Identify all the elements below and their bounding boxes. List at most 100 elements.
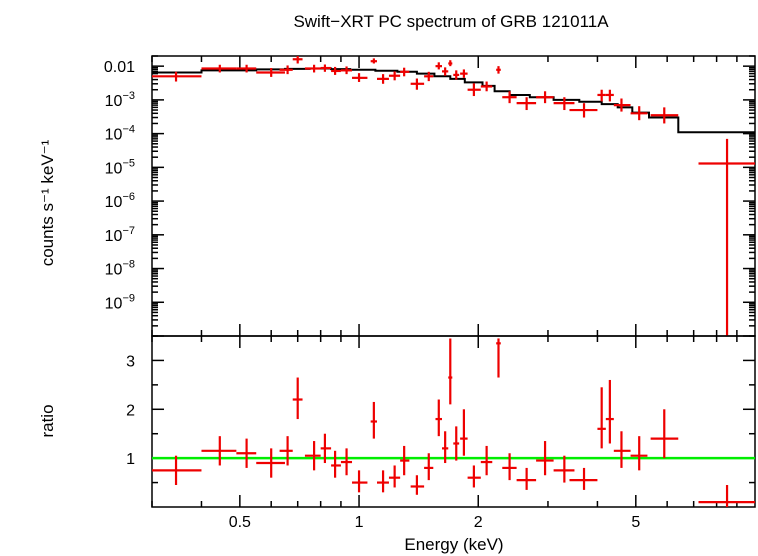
ratio-data-point: [496, 338, 501, 378]
spectrum-data-point: [236, 64, 257, 73]
y-tick-label: 10−8: [105, 259, 135, 279]
x-tick-label: 5: [631, 514, 640, 531]
y-tick-label: 10−7: [105, 225, 135, 245]
y-axis-label-spectrum: counts s⁻¹ keV⁻¹: [38, 139, 57, 266]
spectrum-data-point: [536, 91, 554, 104]
spectrum-data-point: [605, 89, 614, 102]
ratio-y-tick-label: 1: [126, 451, 135, 468]
ratio-data-point: [410, 475, 425, 495]
y-tick-label: 10−4: [105, 124, 135, 144]
ratio-data-point: [698, 485, 755, 507]
ratio-data-point: [331, 450, 341, 478]
y-tick-exponent: −7: [122, 225, 135, 237]
x-tick-label: 1: [355, 514, 364, 531]
spectrum-data-point: [256, 68, 285, 77]
ratio-data-point: [304, 441, 321, 471]
y-tick-base: 10: [105, 295, 123, 312]
ratio-data-point: [424, 453, 434, 481]
spectrum-data-point: [376, 74, 389, 84]
spectrum-data-point: [331, 66, 341, 75]
spectrum-data-point: [292, 56, 303, 64]
y-tick-exponent: −3: [122, 90, 135, 102]
spectrum-data-point: [597, 89, 606, 102]
ratio-data-point: [236, 438, 257, 468]
spectrum-data-point: [613, 98, 631, 112]
y-axis-label-ratio: ratio: [38, 404, 57, 437]
ratio-data-point: [320, 433, 332, 464]
spectrum-data-point: [460, 69, 468, 78]
ratio-data-point: [650, 409, 679, 459]
ratio-panel: 0.5 1 2 5 1 2 3: [126, 335, 756, 531]
y-tick-label: 10−6: [105, 191, 135, 211]
ratio-data-point: [340, 448, 353, 476]
x-axis-label: Energy (keV): [404, 535, 503, 554]
spectrum-data-point: [467, 83, 481, 97]
y-tick-label: 10−9: [105, 292, 135, 312]
y-tick-base: 10: [105, 127, 123, 144]
y-tick-exponent: −9: [122, 292, 135, 304]
ratio-data-point: [516, 467, 537, 490]
ratio-data-point: [376, 470, 389, 493]
y-tick-exponent: −8: [122, 259, 135, 271]
ratio-data-point: [460, 409, 468, 456]
y-tick-label: 10−3: [105, 90, 135, 110]
y-tick-label: 10−5: [105, 157, 135, 177]
y-tick-label: 0.01: [104, 59, 135, 76]
spectrum-data-point: [201, 64, 237, 73]
spectrum-data-point: [388, 71, 401, 81]
spectrum-data-point: [424, 71, 434, 82]
x-tick-label: 2: [474, 514, 483, 531]
spectrum-data-point: [448, 60, 453, 67]
ratio-data-point: [569, 467, 598, 490]
spectrum-data-point: [496, 66, 501, 74]
ratio-data-point: [613, 431, 631, 468]
ratio-data-point: [435, 399, 442, 437]
ratio-data-point: [152, 455, 202, 486]
spectrum-data-point: [502, 91, 517, 104]
spectrum-data-point: [569, 103, 598, 118]
ratio-data-point: [256, 448, 285, 478]
spectrum-data-point: [370, 58, 377, 64]
spectrum-data-point: [480, 81, 493, 92]
spectrum-data-point: [279, 65, 293, 75]
ratio-data-point: [605, 379, 614, 444]
spectrum-data-point: [630, 106, 648, 121]
ratio-data-point: [292, 377, 303, 420]
ratio-data-point: [448, 338, 453, 405]
ratio-data-point: [400, 445, 410, 476]
spectrum-data-point: [553, 97, 575, 111]
spectrum-data-point: [410, 78, 425, 90]
ratio-data-point: [597, 387, 606, 449]
y-tick-exponent: −6: [122, 191, 135, 203]
spectrum-data-point: [304, 64, 321, 73]
y-tick-base: 10: [105, 262, 123, 279]
y-tick-base: 10: [105, 160, 123, 177]
spectrum-data-point: [441, 67, 449, 76]
ratio-data-point: [352, 470, 368, 493]
ratio-data-point: [502, 453, 517, 481]
ratio-data-point: [480, 445, 493, 476]
ratio-plot-frame: [151, 335, 756, 508]
ratio-y-tick-label: 2: [126, 402, 135, 419]
ratio-data-point: [370, 401, 377, 439]
ratio-data-point: [201, 436, 237, 466]
spectrum-data-point: [152, 71, 202, 82]
x-tick-label: 0.5: [229, 514, 251, 531]
y-tick-base: 10: [105, 228, 123, 245]
chart-title: Swift−XRT PC spectrum of GRB 121011A: [293, 12, 609, 31]
y-tick-base: 10: [105, 93, 123, 110]
y-tick-base: 0.01: [104, 59, 135, 76]
spectrum-data-point: [340, 66, 353, 75]
y-tick-exponent: −5: [122, 157, 135, 169]
ratio-data-point: [630, 436, 648, 471]
ratio-data-point: [441, 431, 449, 464]
ratio-data-point: [467, 465, 481, 488]
spectrum-data-point: [352, 73, 368, 82]
spectrum-data-point: [435, 62, 442, 70]
ratio-data-point: [388, 465, 401, 488]
ratio-data-point: [279, 436, 293, 466]
spectrum-data-point: [516, 97, 537, 111]
spectrum-data-point: [400, 67, 410, 77]
